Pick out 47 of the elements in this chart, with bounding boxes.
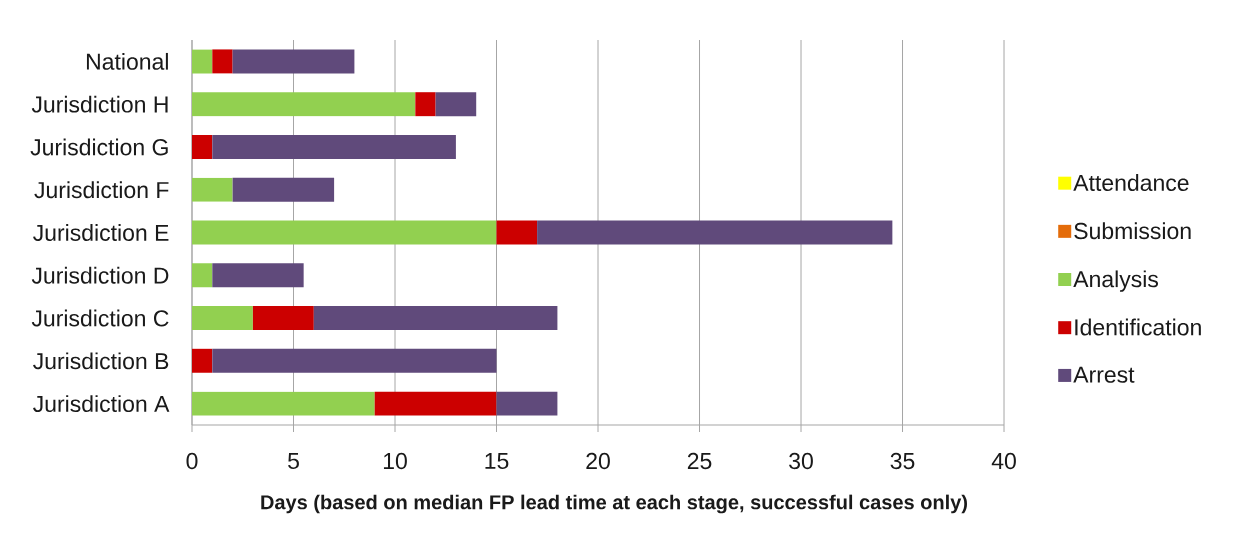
bar [313,306,558,331]
x-tick-label: 10 [383,452,407,470]
bar [192,306,253,331]
bar [212,348,497,373]
x-tick-label: 25 [687,452,712,470]
y-tick-label: Jurisdiction D [31,266,169,284]
bar [192,49,213,74]
x-tick-label: 30 [789,452,813,470]
bar [192,177,233,202]
bar [232,49,355,74]
y-tick-label: Jurisdiction F [34,181,169,199]
y-tick-label: Jurisdiction E [33,224,169,241]
legend-label: Identification [1075,318,1201,336]
legend-label: Attendance [1073,174,1189,191]
bar [192,134,213,159]
bar [192,391,375,416]
x-tick-label: 0 [186,452,198,470]
y-tick-label: National [86,52,168,70]
bar [192,263,213,288]
legend-label: Analysis [1073,270,1159,292]
bar [374,391,497,416]
legend-label: Submission [1074,222,1191,240]
bar [496,220,538,245]
x-tick-label: 15 [485,452,509,470]
bar [415,92,436,117]
bar [496,391,558,416]
y-tick-label: Jurisdiction H [31,95,168,113]
x-axis-title: Days (based on median FP lead time at each stage, successful cases only) [261,494,967,514]
bar [537,220,893,245]
bar [212,49,233,74]
x-tick-label: 40 [991,452,1016,470]
bar [252,306,314,331]
bar [192,348,213,373]
x-tick-label: 20 [586,452,610,470]
bar [212,263,304,288]
y-tick-label: Jurisdiction C [31,309,169,327]
x-tick-label: 5 [288,452,299,470]
bar [232,177,335,202]
y-tick-label: Jurisdiction G [30,138,168,156]
bar [192,220,497,245]
bar [212,134,456,159]
legend-label: Arrest [1073,366,1135,383]
bar [192,92,416,117]
y-tick-label: Jurisdiction A [33,395,170,413]
y-tick-label: Jurisdiction B [33,352,169,370]
x-tick-label: 35 [890,452,915,470]
bar [435,92,477,117]
